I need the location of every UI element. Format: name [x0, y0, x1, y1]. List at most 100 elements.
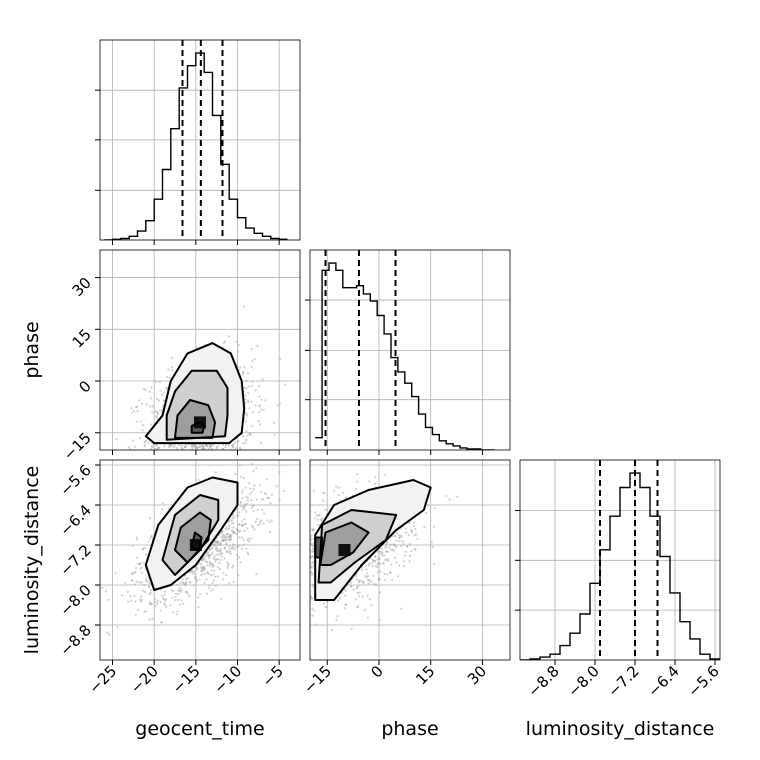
histogram-bin [398, 372, 405, 450]
scatter-point [344, 603, 347, 606]
scatter-point [223, 535, 226, 538]
scatter-point [219, 558, 222, 561]
scatter-point [385, 545, 388, 548]
scatter-point [150, 534, 153, 537]
scatter-point [324, 605, 327, 608]
histogram-bin [146, 221, 154, 240]
scatter-point [384, 559, 387, 562]
scatter-point [392, 549, 395, 552]
scatter-point [211, 543, 214, 546]
scatter-point [258, 405, 261, 408]
y-axis-title: phase [21, 321, 43, 378]
scatter-point [136, 562, 139, 565]
scatter-point [141, 424, 144, 427]
panel-content [101, 462, 286, 636]
scatter-point [368, 562, 371, 565]
scatter-point [210, 569, 213, 572]
scatter-point [208, 445, 211, 448]
scatter-point [272, 421, 276, 424]
scatter-point [244, 394, 247, 397]
scatter-point [387, 558, 390, 561]
scatter-point [149, 589, 152, 592]
scatter-point [378, 550, 381, 553]
scatter-point [376, 565, 379, 569]
scatter-point [358, 591, 361, 594]
histogram-bin [246, 228, 254, 240]
scatter-point [279, 357, 282, 360]
scatter-point [169, 443, 172, 446]
scatter-point [168, 445, 171, 448]
scatter-point [343, 594, 347, 597]
scatter-point [406, 544, 409, 548]
x-tick-label: −20 [127, 662, 162, 697]
histogram-bin [350, 288, 357, 450]
scatter-point [205, 571, 209, 574]
scatter-point [225, 536, 228, 539]
scatter-point [261, 378, 264, 381]
scatter-point [244, 420, 247, 423]
scatter-point [177, 589, 180, 592]
scatter-point [225, 533, 228, 536]
scatter-point [253, 484, 256, 487]
scatter-point [239, 366, 242, 369]
scatter-point [208, 445, 211, 448]
scatter-point [108, 633, 111, 636]
scatter-point [382, 561, 385, 564]
scatter-point [245, 438, 248, 442]
scatter-point [142, 547, 145, 550]
scatter-point [365, 568, 368, 571]
scatter-point [201, 566, 204, 570]
scatter-point [410, 550, 413, 553]
histogram-bin [560, 646, 570, 660]
scatter-point [168, 446, 171, 449]
scatter-point [157, 446, 160, 449]
scatter-point [400, 545, 403, 548]
scatter-point [204, 444, 207, 447]
scatter-point [209, 445, 212, 448]
scatter-point [232, 526, 235, 529]
scatter-point [228, 527, 231, 530]
scatter-point [147, 540, 150, 543]
scatter-point [259, 521, 262, 524]
scatter-point [216, 541, 219, 544]
scatter-point [330, 629, 333, 632]
scatter-point [312, 585, 315, 588]
scatter-point [228, 538, 231, 542]
scatter-point [160, 409, 163, 412]
scatter-point [232, 543, 235, 546]
scatter-point [344, 603, 347, 606]
scatter-point [368, 480, 371, 483]
scatter-point [148, 592, 151, 596]
scatter-point [131, 411, 134, 414]
scatter-point [311, 583, 315, 586]
scatter-point [243, 518, 246, 521]
scatter-point [211, 546, 214, 549]
scatter-point [325, 606, 328, 609]
scatter-point [433, 507, 436, 510]
scatter-point [230, 534, 233, 537]
scatter-point [149, 537, 152, 540]
scatter-point [228, 535, 231, 538]
scatter-point [146, 580, 149, 583]
scatter-point [379, 570, 382, 573]
scatter-point [229, 539, 232, 542]
scatter-point [239, 501, 242, 505]
scatter-point [366, 572, 369, 575]
scatter-point [260, 398, 263, 401]
scatter-point [426, 504, 429, 507]
scatter-point [239, 448, 242, 450]
scatter-point [431, 545, 434, 549]
scatter-point [149, 423, 152, 426]
scatter-point [145, 579, 148, 583]
x-tick-label: −10 [210, 662, 245, 697]
histogram-bin [640, 487, 650, 660]
scatter-point [448, 498, 451, 501]
scatter-point [273, 433, 276, 436]
scatter-point [311, 572, 314, 575]
scatter-point [157, 447, 160, 450]
scatter-point [255, 498, 258, 501]
scatter-point [197, 479, 200, 482]
scatter-point [393, 544, 396, 547]
histogram-bin [171, 129, 179, 240]
scatter-point [310, 542, 313, 545]
